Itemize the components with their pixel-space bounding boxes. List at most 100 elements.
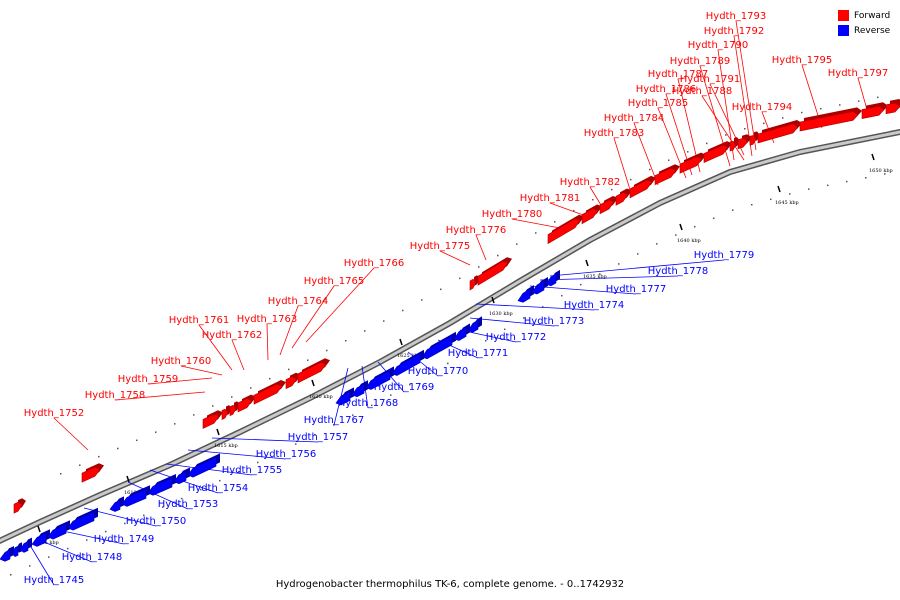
forward-guide-dot xyxy=(839,104,841,106)
reverse-guide-dot xyxy=(352,414,354,416)
reverse-gene-label: Hydth_1754 xyxy=(188,483,249,494)
forward-gene-label: Hydth_1797 xyxy=(828,68,889,79)
reverse-guide-dot xyxy=(637,253,639,255)
tick-mark xyxy=(126,475,130,483)
forward-gene-label-leader xyxy=(633,122,659,186)
forward-guide-dot xyxy=(250,387,252,389)
forward-gene-label-leader xyxy=(549,202,587,217)
reverse-gene-arrow xyxy=(147,477,173,496)
forward-guide-dot xyxy=(554,221,556,223)
forward-guide-dot xyxy=(155,431,157,433)
reverse-guide-dot xyxy=(523,317,525,319)
forward-gene-label: Hydth_1784 xyxy=(604,113,665,124)
tick-label: 1650 kbp xyxy=(869,168,893,174)
forward-guide-dot xyxy=(649,168,651,171)
reverse-gene-label-leader xyxy=(211,437,319,443)
backbone-line xyxy=(0,130,900,543)
backbone-layer xyxy=(0,129,900,544)
forward-guide-dot xyxy=(592,198,594,201)
forward-guide-dot xyxy=(573,209,575,212)
forward-gene-label-leader xyxy=(279,305,299,356)
reverse-guide-dot xyxy=(447,362,449,365)
reverse-gene-label-leader xyxy=(475,303,595,311)
forward-gene-label-leader xyxy=(291,285,335,349)
forward-gene-label: Hydth_1785 xyxy=(628,98,689,109)
forward-guide-dot xyxy=(763,122,765,125)
reverse-gene-label: Hydth_1769 xyxy=(374,382,435,393)
reverse-guide-dot xyxy=(409,383,411,386)
reverse-gene-arrow xyxy=(109,499,121,512)
reverse-gene-label: Hydth_1748 xyxy=(62,552,123,563)
forward-gene-arrow xyxy=(703,144,729,163)
forward-guide-dot xyxy=(744,128,746,130)
forward-swatch xyxy=(838,10,849,21)
reverse-guide-dot xyxy=(694,225,696,228)
forward-gene-label-leader xyxy=(53,417,89,451)
forward-gene-label: Hydth_1759 xyxy=(118,374,179,385)
forward-gene-arrow xyxy=(729,140,737,152)
legend-item-reverse: Reverse xyxy=(838,23,890,38)
forward-guide-dot xyxy=(231,396,233,398)
forward-gene-arrow xyxy=(861,105,885,119)
forward-gene-label-leader xyxy=(147,377,213,385)
legend: Forward Reverse xyxy=(838,8,890,38)
reverse-swatch xyxy=(838,25,849,36)
reverse-guide-dot xyxy=(105,530,107,533)
reverse-guide-dot xyxy=(86,539,88,541)
forward-gene-label-leader xyxy=(511,218,561,229)
tick-label: 1625 kbp xyxy=(397,353,421,359)
tick-mark xyxy=(399,338,403,346)
forward-gene-label-leader xyxy=(231,339,245,371)
reverse-guide-dot xyxy=(884,173,886,175)
reverse-gene-arrow xyxy=(187,456,217,478)
forward-guide-dot xyxy=(345,340,347,342)
reverse-gene-arrow xyxy=(19,541,29,553)
forward-guide-dot xyxy=(98,455,100,458)
forward-gene-label: Hydth_1793 xyxy=(706,11,767,22)
reverse-gene-label: Hydth_1757 xyxy=(288,432,349,443)
reverse-guide-dot xyxy=(827,184,829,187)
forward-gene-label: Hydth_1776 xyxy=(446,225,507,236)
reverse-guide-dot xyxy=(371,404,373,407)
forward-gene-label-leader xyxy=(439,250,471,266)
forward-guide-dot xyxy=(630,178,632,181)
reverse-gene-arrow xyxy=(467,319,479,333)
forward-gene-label: Hydth_1758 xyxy=(85,390,146,401)
legend-label-forward: Forward xyxy=(854,10,891,21)
reverse-gene-label: Hydth_1773 xyxy=(524,316,585,327)
reverse-gene-label: Hydth_1755 xyxy=(222,465,283,476)
forward-gene-arrow xyxy=(749,135,757,146)
reverse-gene-label: Hydth_1772 xyxy=(486,332,547,343)
forward-guide-dot xyxy=(668,159,670,161)
forward-guide-dot xyxy=(877,96,879,99)
forward-gene-arrow xyxy=(737,137,749,150)
forward-gene-label: Hydth_1794 xyxy=(732,102,793,113)
forward-guide-dot xyxy=(193,414,195,416)
forward-guide-dot xyxy=(801,111,803,114)
reverse-gene-arrow xyxy=(365,369,391,390)
tick-label: 1645 kbp xyxy=(775,200,799,206)
forward-gene-arrow xyxy=(237,398,253,413)
forward-gene-label-leader xyxy=(114,391,206,401)
forward-gene-label-leader xyxy=(701,95,745,161)
forward-guide-dot xyxy=(212,405,214,407)
reverse-gene-arrow xyxy=(31,532,47,547)
reverse-guide-dot xyxy=(181,497,183,500)
forward-guide-dot xyxy=(687,151,689,153)
legend-label-reverse: Reverse xyxy=(854,25,891,36)
reverse-guide-dot xyxy=(295,443,297,445)
forward-gene-label: Hydth_1792 xyxy=(704,26,765,37)
reverse-gene-arrow xyxy=(531,280,545,295)
forward-gene-arrow xyxy=(885,102,900,115)
forward-gene-arrow xyxy=(581,208,599,225)
tick-label: 1640 kbp xyxy=(677,238,701,244)
forward-gene-label: Hydth_1782 xyxy=(560,177,621,188)
reverse-guide-dot xyxy=(618,263,620,265)
forward-gene-arrow xyxy=(629,179,653,199)
forward-gene-label-leader xyxy=(180,365,223,376)
forward-gene-label: Hydth_1763 xyxy=(237,314,298,325)
forward-guide-dot xyxy=(136,439,138,442)
reverse-guide-dot xyxy=(219,479,221,482)
tick-mark xyxy=(777,185,781,193)
